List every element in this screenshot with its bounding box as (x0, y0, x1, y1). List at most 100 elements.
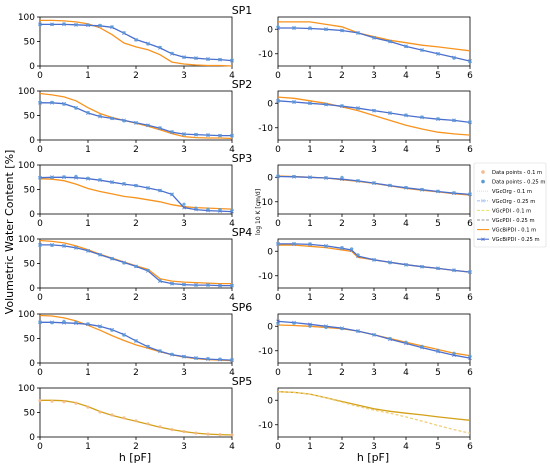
data-point (110, 328, 114, 332)
subplot-title: SP2 (232, 78, 253, 91)
x-tick-label: 0 (37, 442, 43, 452)
x-tick-label: 1 (307, 145, 313, 155)
x-tick-label: 5 (435, 368, 441, 378)
x-tick-label: 5 (435, 71, 441, 81)
data-point (356, 179, 360, 183)
data-point (62, 102, 66, 106)
data-point (134, 121, 138, 125)
y-axis-label-left: Volumetric Water Content [%] (3, 150, 16, 315)
data-point (436, 117, 440, 121)
data-point (308, 175, 312, 179)
x-tick-label: 2 (133, 368, 139, 378)
x-tick-label: 1 (85, 219, 91, 229)
data-point (182, 55, 186, 59)
data-point (146, 268, 150, 272)
legend-label: VGcOrg - 0.25 m (492, 199, 535, 205)
subplot-title: SP4 (232, 226, 253, 239)
data-point (468, 192, 472, 196)
data-point (110, 116, 114, 120)
series-line (278, 27, 471, 62)
legend-entry: VGcOrg - 0.25 m (477, 199, 535, 205)
x-axis-label-right: h [pF] (357, 451, 389, 464)
data-point (110, 180, 114, 184)
data-point (436, 189, 440, 193)
y-tick-label: 0 (29, 284, 35, 294)
data-point (420, 115, 424, 119)
data-point (62, 319, 66, 323)
data-point (468, 354, 472, 358)
data-point (62, 400, 66, 404)
x-tick-label: 3 (181, 71, 187, 81)
x-tick-label: 4 (229, 442, 235, 452)
data-point (38, 320, 42, 324)
data-point (38, 243, 42, 247)
x-tick-label: 2 (339, 293, 345, 303)
data-point (98, 23, 102, 27)
series-line (40, 23, 233, 62)
data-point (50, 321, 54, 325)
data-point (372, 333, 376, 337)
data-point (308, 26, 312, 30)
legend-entry: VGcPDI - 0.25 m (477, 218, 535, 224)
subplot-title: SP1 (232, 4, 253, 17)
x-tick-label: 0 (37, 219, 43, 229)
data-point (182, 132, 186, 136)
data-point (218, 284, 222, 288)
data-point (324, 325, 328, 330)
data-point (452, 118, 456, 122)
y-tick-label: -10 (258, 347, 273, 357)
data-point (218, 208, 222, 212)
data-point (50, 399, 54, 403)
data-point (38, 176, 42, 180)
data-point (356, 253, 360, 257)
data-point (218, 58, 222, 62)
data-point (194, 356, 198, 360)
data-point (86, 322, 90, 326)
x-tick-label: 3 (181, 442, 187, 452)
y-tick-label: 100 (18, 13, 35, 23)
x-tick-label: 0 (37, 293, 43, 303)
y-tick-label: 50 (24, 38, 36, 48)
data-point (452, 268, 456, 272)
legend-swatch (481, 179, 485, 184)
data-point (324, 102, 328, 107)
data-point (206, 357, 210, 361)
x-tick-label: 3 (371, 219, 377, 229)
data-point (276, 322, 280, 326)
x-tick-label: 4 (403, 71, 409, 81)
y-tick-label: 100 (18, 310, 35, 320)
legend-label: Data points - 0.25 m (492, 180, 545, 186)
data-point (134, 339, 138, 343)
y-tick-label: 50 (24, 335, 36, 345)
data-point (218, 433, 222, 437)
data-point (404, 113, 408, 117)
data-point (206, 133, 210, 137)
data-point (110, 257, 114, 261)
data-point (218, 357, 222, 361)
y-tick-label: 50 (24, 260, 36, 270)
legend-box (473, 162, 547, 248)
x-tick-label: 4 (403, 368, 409, 378)
x-tick-label: 1 (85, 293, 91, 303)
subplot-sp-6-right: 0 1 2 3 4 5 6 -10 0 (258, 387, 473, 452)
data-point (372, 258, 376, 262)
data-point (206, 207, 210, 211)
data-point (324, 27, 328, 31)
plot-frame (277, 164, 471, 215)
legend-swatch (481, 170, 485, 174)
series-line (39, 314, 233, 362)
data-point (230, 433, 234, 437)
x-tick-label: 5 (435, 293, 441, 303)
y-tick-label: 0 (267, 25, 273, 35)
data-point (308, 324, 312, 328)
subplot-sp4: 0 1 2 3 4 0 50 100 SP4 (18, 226, 253, 303)
data-point (420, 344, 424, 348)
x-tick-label: 2 (339, 442, 345, 452)
subplot-title: SP5 (232, 375, 253, 388)
y-axis-label-right: log 10 K [cm/d] (255, 189, 262, 235)
x-tick-label: 0 (275, 442, 281, 452)
data-point (468, 270, 472, 274)
data-point (194, 56, 198, 60)
data-point (122, 182, 126, 186)
